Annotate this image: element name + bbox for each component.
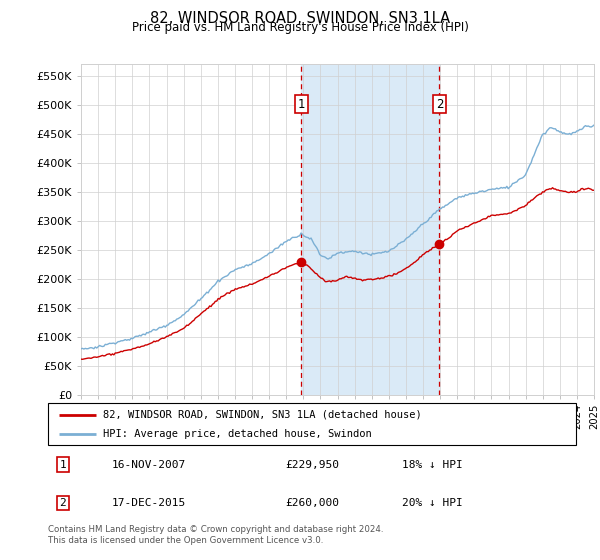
Bar [301,64,439,395]
Text: Contains HM Land Registry data © Crown copyright and database right 2024.
This d: Contains HM Land Registry data © Crown c… [48,525,383,545]
Text: 16-NOV-2007: 16-NOV-2007 [112,460,185,470]
Text: 17-DEC-2015: 17-DEC-2015 [112,498,185,508]
Text: 82, WINDSOR ROAD, SWINDON, SN3 1LA (detached house): 82, WINDSOR ROAD, SWINDON, SN3 1LA (deta… [103,409,422,419]
Text: £260,000: £260,000 [286,498,340,508]
Text: 1: 1 [298,97,305,110]
Text: Price paid vs. HM Land Registry's House Price Index (HPI): Price paid vs. HM Land Registry's House … [131,21,469,34]
Text: 18% ↓ HPI: 18% ↓ HPI [402,460,463,470]
Text: £229,950: £229,950 [286,460,340,470]
Text: 2: 2 [436,97,443,110]
FancyBboxPatch shape [48,403,576,445]
Text: 1: 1 [59,460,66,470]
Text: HPI: Average price, detached house, Swindon: HPI: Average price, detached house, Swin… [103,429,372,439]
Text: 82, WINDSOR ROAD, SWINDON, SN3 1LA: 82, WINDSOR ROAD, SWINDON, SN3 1LA [150,11,450,26]
Text: 2: 2 [59,498,66,508]
Text: 20% ↓ HPI: 20% ↓ HPI [402,498,463,508]
